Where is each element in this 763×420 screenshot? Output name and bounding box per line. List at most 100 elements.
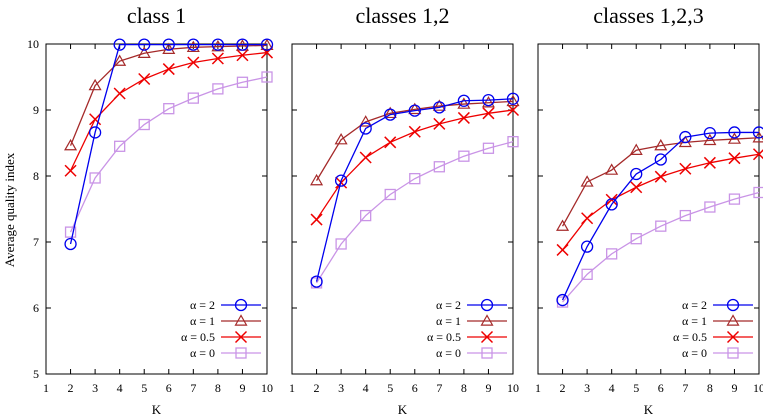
x-tick-label: 4 <box>117 381 123 395</box>
plot-frame <box>45 43 268 375</box>
legend-marker <box>480 330 494 344</box>
x-tick-label: 2 <box>560 381 566 395</box>
y-tick-label: 8 <box>33 169 39 183</box>
data-point <box>654 138 668 151</box>
legend-label: α = 0.5 <box>181 330 215 344</box>
data-point <box>260 38 274 51</box>
x-tick-label: 7 <box>190 381 196 395</box>
legend-marker <box>726 314 740 326</box>
data-point <box>703 156 716 169</box>
x-tick-label: 9 <box>239 381 245 395</box>
series-line <box>316 109 514 220</box>
plot-frame <box>537 43 760 375</box>
data-point <box>114 140 126 152</box>
series-line <box>69 44 268 146</box>
x-axis-title: K <box>152 402 162 417</box>
legend-label: α = 1 <box>436 314 461 328</box>
series-3 <box>310 103 520 226</box>
data-point-stroke-b <box>654 170 667 183</box>
legend-marker <box>234 298 248 312</box>
series-4 <box>556 186 763 308</box>
x-tick-label: 10 <box>261 381 273 395</box>
x-tick-label: 7 <box>436 381 442 395</box>
data-point-stroke-b <box>630 181 643 194</box>
data-point-stroke-b <box>703 156 716 169</box>
data-point <box>581 212 594 225</box>
data-point <box>408 104 421 117</box>
data-point <box>703 126 717 140</box>
data-point <box>581 268 593 280</box>
series-2 <box>310 94 520 186</box>
data-point <box>728 152 741 165</box>
series-line <box>315 100 514 181</box>
data-point <box>506 92 520 105</box>
data-point-stroke-b <box>482 107 495 120</box>
data-point <box>433 161 445 173</box>
data-point-stroke-b <box>211 52 224 65</box>
x-tick-label: 7 <box>682 381 688 395</box>
x-tick-label: 9 <box>731 381 737 395</box>
y-tick-label: 6 <box>33 301 39 315</box>
legend-marker <box>727 347 739 359</box>
plot-frame <box>291 43 514 375</box>
data-point <box>605 198 618 211</box>
data-point-stroke-b <box>113 87 126 100</box>
x-tick-label: 1 <box>535 381 541 395</box>
x-axis-title: K <box>644 402 654 417</box>
legend-label: α = 2 <box>190 298 215 312</box>
data-point <box>162 63 175 76</box>
data-point <box>359 151 372 164</box>
data-point <box>334 132 348 145</box>
x-tick-label: 6 <box>412 381 418 395</box>
data-point <box>236 38 249 51</box>
panel-title: class 1 <box>127 3 186 28</box>
data-point <box>187 56 200 69</box>
data-point <box>556 219 570 231</box>
data-point <box>728 193 741 205</box>
x-tick-label: 6 <box>658 381 664 395</box>
legend: α = 2 α = 1 α = 0.5 α = 0 <box>673 298 753 360</box>
data-point <box>506 94 520 107</box>
data-point <box>310 275 323 288</box>
legend-label: α = 0 <box>436 346 461 360</box>
data-point <box>704 201 716 213</box>
data-point <box>458 150 470 162</box>
data-point <box>605 193 618 206</box>
data-point <box>482 107 495 120</box>
data-point <box>113 38 126 51</box>
data-point-stroke-b <box>581 212 594 225</box>
series-4 <box>64 71 273 238</box>
data-point <box>359 115 373 127</box>
data-point <box>481 96 495 108</box>
data-point <box>679 209 691 222</box>
data-point <box>606 248 618 260</box>
data-point <box>138 38 151 51</box>
data-point-stroke-b <box>384 136 397 149</box>
data-point-stroke-b <box>728 152 741 165</box>
series-line <box>69 44 267 245</box>
data-point <box>88 126 102 139</box>
series-1 <box>64 38 274 251</box>
data-point-stroke-b <box>138 72 151 86</box>
x-tick-label: 5 <box>141 381 147 395</box>
series-line <box>69 76 268 233</box>
legend-label: α = 1 <box>190 314 215 328</box>
data-point <box>360 209 372 222</box>
legend-label: α = 2 <box>682 298 707 312</box>
legend-marker <box>480 298 494 312</box>
series-line <box>315 98 514 282</box>
data-point <box>457 111 470 124</box>
data-point <box>64 237 77 251</box>
data-point <box>433 101 446 114</box>
legend-marker <box>726 330 740 344</box>
data-point <box>88 78 102 91</box>
data-point <box>506 103 520 117</box>
x-tick-label: 6 <box>166 381 172 395</box>
series-4 <box>310 136 519 289</box>
data-point <box>113 87 126 100</box>
data-point-stroke-b <box>605 193 618 206</box>
data-point <box>629 143 643 155</box>
panel-title: classes 1,2 <box>355 3 449 28</box>
legend-marker <box>726 298 740 312</box>
